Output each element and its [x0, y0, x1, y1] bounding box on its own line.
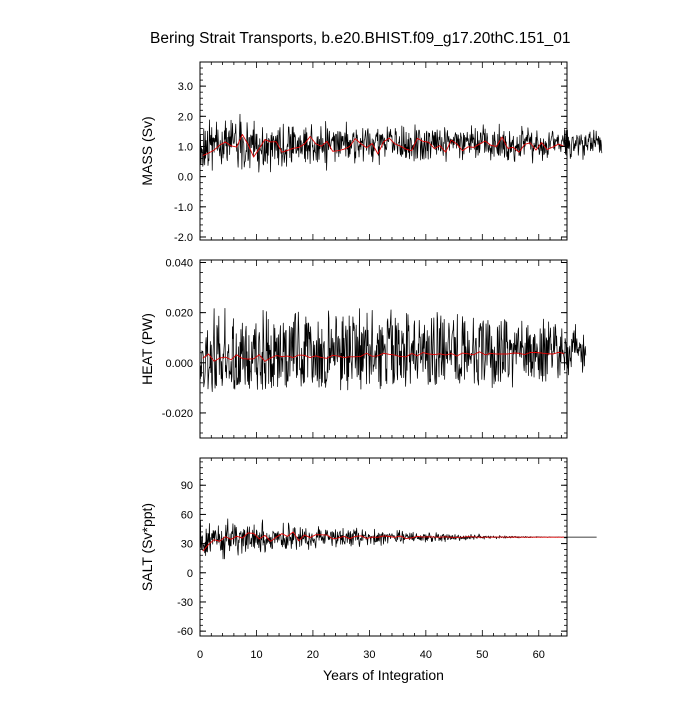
heat-y-tick-label: -0.020 — [162, 408, 193, 420]
mass-plot-frame — [199, 61, 568, 241]
heat-y-tick-label: 0.000 — [165, 358, 193, 370]
heat-y-axis-label: HEAT (PW) — [139, 313, 155, 385]
heat-series-monthly-line — [199, 308, 587, 392]
x-tick-label: 10 — [250, 649, 262, 661]
mass-y-tick-label: 0.0 — [178, 172, 193, 184]
mass-series-annual-line — [202, 133, 565, 158]
x-tick-label: 20 — [307, 649, 319, 661]
heat-y-tick-label: 0.040 — [165, 258, 193, 270]
x-tick-label: 60 — [533, 649, 545, 661]
x-tick-label: 0 — [197, 649, 203, 661]
salt-y-tick-label: 60 — [181, 509, 193, 521]
x-tick-label: 40 — [420, 649, 432, 661]
x-tick-label: 30 — [363, 649, 375, 661]
mass-y-axis-label: MASS (Sv) — [139, 116, 155, 185]
salt-y-tick-label: 0 — [187, 568, 193, 580]
salt-y-tick-label: 90 — [181, 480, 193, 492]
salt-series-annual-line — [202, 531, 565, 552]
salt-y-tick-label: 30 — [181, 539, 193, 551]
mass-y-tick-label: 1.0 — [178, 141, 193, 153]
chart-title: Bering Strait Transports, b.e20.BHIST.f0… — [150, 30, 571, 47]
heat-plot-frame — [199, 259, 568, 439]
heat-y-tick-label: 0.020 — [165, 308, 193, 320]
salt-y-axis-label: SALT (Sv*ppt) — [139, 503, 155, 591]
mass-y-tick-label: -1.0 — [174, 202, 193, 214]
x-tick-label: 50 — [476, 649, 488, 661]
mass-y-tick-label: 3.0 — [178, 81, 193, 93]
mass-y-tick-label: 2.0 — [178, 111, 193, 123]
salt-y-tick-label: -60 — [177, 626, 193, 638]
salt-y-tick-label: -30 — [177, 597, 193, 609]
heat-series-annual-line — [202, 351, 565, 362]
mass-y-tick-label: -2.0 — [174, 232, 193, 244]
salt-plot-frame — [199, 457, 568, 637]
x-axis-label: Years of Integration — [323, 667, 444, 683]
mass-series-monthly-line — [199, 113, 603, 173]
